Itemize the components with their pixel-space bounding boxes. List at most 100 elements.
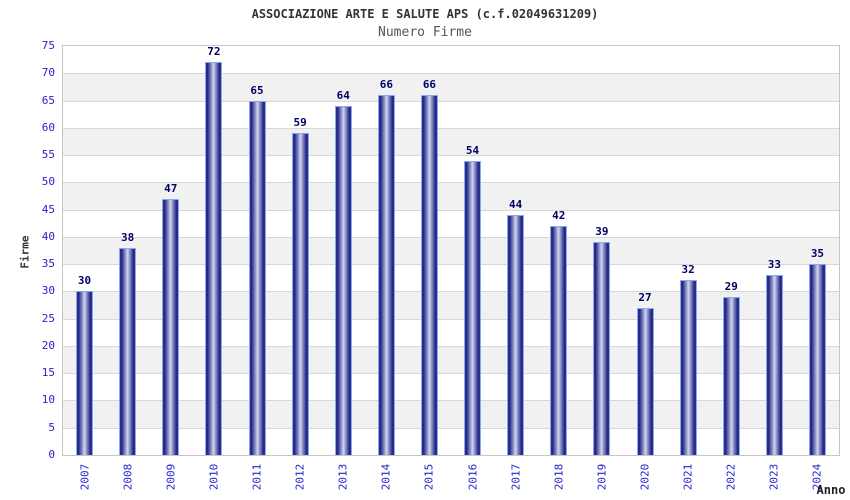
x-tick-label: 2018 xyxy=(552,463,566,491)
bar xyxy=(205,62,223,455)
x-tick-label: 2016 xyxy=(466,463,480,491)
bar-value-label: 72 xyxy=(207,45,221,59)
x-tick-label: 2010 xyxy=(207,463,221,491)
bar-value-label: 33 xyxy=(767,258,781,272)
y-tick-label: 35 xyxy=(41,257,55,271)
y-tick-label: 30 xyxy=(41,284,55,298)
x-tick-label: 2019 xyxy=(595,463,609,491)
x-tick-label: 2013 xyxy=(336,463,350,491)
y-tick-label: 15 xyxy=(41,366,55,380)
x-tick-label: 2009 xyxy=(164,463,178,491)
x-tick-label: 2012 xyxy=(293,463,307,491)
bar-value-label: 30 xyxy=(77,274,92,288)
bar xyxy=(162,198,180,455)
bar xyxy=(679,280,697,455)
bar xyxy=(808,264,826,455)
bar-value-label: 66 xyxy=(422,78,437,92)
grid-band xyxy=(63,291,839,319)
bar xyxy=(119,247,137,455)
bar xyxy=(291,133,309,455)
bar xyxy=(76,291,94,455)
bar-value-label: 27 xyxy=(638,290,652,304)
x-tick-label: 2015 xyxy=(422,463,436,491)
y-tick-label: 70 xyxy=(41,66,55,80)
bar-value-label: 54 xyxy=(465,143,480,157)
gridline xyxy=(63,291,839,293)
bar-value-label: 65 xyxy=(250,83,264,97)
x-tick-label: 2021 xyxy=(681,463,695,491)
bar-value-label: 35 xyxy=(810,247,825,261)
grid-band xyxy=(63,182,839,210)
gridline xyxy=(63,264,839,266)
bar xyxy=(593,242,611,455)
bar-value-label: 47 xyxy=(164,181,178,195)
x-tick-label: 2007 xyxy=(78,463,92,491)
y-tick-label: 5 xyxy=(48,420,55,434)
y-tick-label: 25 xyxy=(41,311,55,325)
y-tick-label: 55 xyxy=(41,148,55,162)
bar-value-label: 64 xyxy=(336,88,350,102)
x-tick-label: 2008 xyxy=(121,463,135,491)
gridline xyxy=(63,373,839,375)
y-tick-label: 45 xyxy=(41,202,55,216)
x-tick-label: 2011 xyxy=(250,463,264,491)
bar-value-label: 59 xyxy=(293,116,307,130)
gridline xyxy=(63,236,839,238)
bar xyxy=(248,100,266,455)
grid-band xyxy=(63,264,839,292)
y-axis-title: Firme xyxy=(18,235,32,269)
grid-band xyxy=(63,100,839,128)
y-tick-label: 10 xyxy=(41,393,55,407)
grid-band xyxy=(63,209,839,237)
grid-band xyxy=(63,373,839,401)
y-tick-label: 0 xyxy=(48,448,55,461)
gridline xyxy=(63,73,839,75)
y-tick-label: 20 xyxy=(41,338,55,352)
y-tick-label: 60 xyxy=(41,120,55,134)
grid-band xyxy=(63,155,839,183)
gridline xyxy=(63,182,839,184)
grid-band xyxy=(63,73,839,101)
y-tick-label: 75 xyxy=(41,39,55,52)
gridline xyxy=(63,209,839,211)
bar-value-label: 32 xyxy=(681,263,695,277)
x-tick-label: 2023 xyxy=(767,463,781,491)
x-tick-label: 2014 xyxy=(379,463,393,491)
grid-band xyxy=(63,345,839,374)
x-axis-title: Anno xyxy=(816,483,846,497)
bar-value-label: 42 xyxy=(552,208,566,222)
gridline xyxy=(63,100,839,102)
bar xyxy=(722,296,740,455)
gridline xyxy=(63,127,839,129)
y-tick-label: 50 xyxy=(41,175,55,189)
x-tick-label: 2017 xyxy=(509,463,523,491)
bar xyxy=(420,95,438,455)
bar-value-label: 39 xyxy=(595,225,609,239)
x-tick-label: 2022 xyxy=(724,463,738,491)
gridline xyxy=(63,400,839,402)
bar xyxy=(636,307,654,455)
grid-band xyxy=(63,236,839,265)
bar xyxy=(377,95,395,455)
grid-band xyxy=(63,427,839,455)
bar-value-label: 29 xyxy=(724,279,738,293)
grid-band xyxy=(63,318,839,346)
plot-area: 30 38 47 72 65 59 64 66 66 54 44 42 39 27 32 29 33 35 xyxy=(62,45,840,456)
chart-title: ASSOCIAZIONE ARTE E SALUTE APS (c.f.0204… xyxy=(251,7,599,21)
bar-value-label: 44 xyxy=(509,198,523,212)
bar xyxy=(765,275,783,455)
y-tick-label: 40 xyxy=(41,229,55,243)
bar xyxy=(550,225,568,455)
bar xyxy=(464,160,482,455)
x-tick-label: 2020 xyxy=(638,463,652,491)
bar-value-label: 66 xyxy=(379,78,393,92)
bar-value-label: 38 xyxy=(121,230,135,244)
gridline xyxy=(63,318,839,320)
gridline xyxy=(63,427,839,429)
grid-band xyxy=(63,127,839,156)
gridline xyxy=(63,155,839,157)
grid-band xyxy=(63,400,839,428)
bar xyxy=(334,105,352,455)
gridline xyxy=(63,345,839,347)
